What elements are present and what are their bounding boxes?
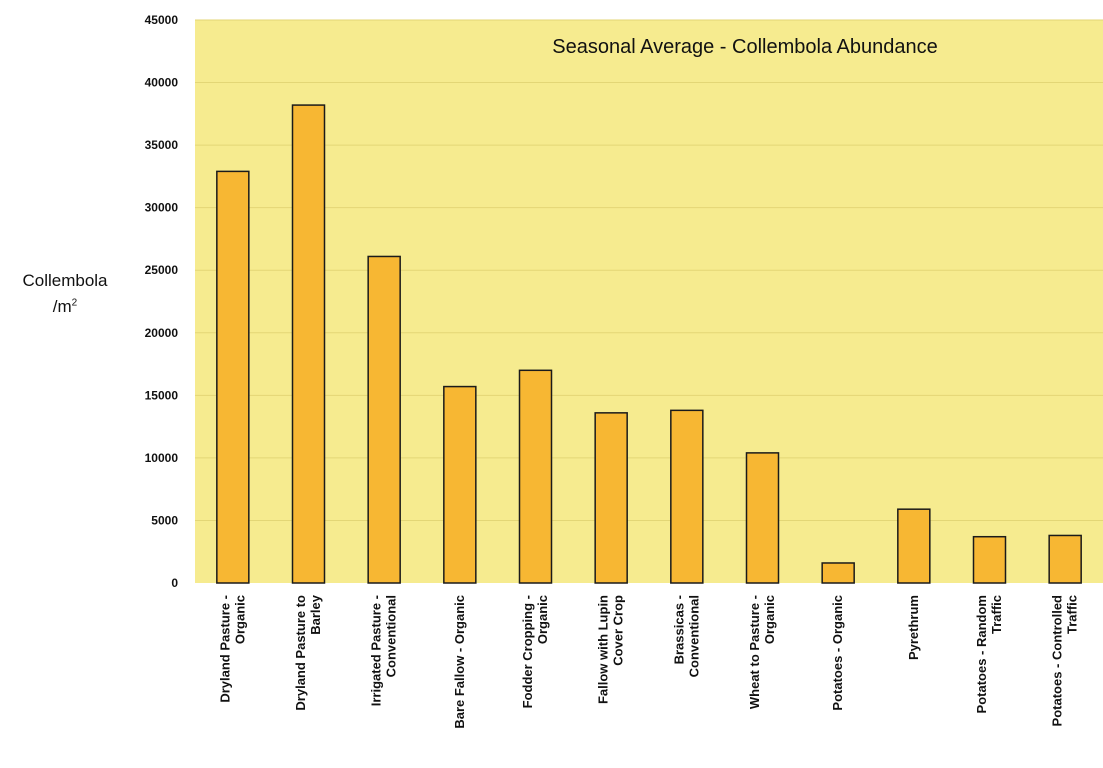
x-tick-label-line: Organic [762, 595, 777, 644]
x-tick-label: Dryland Pasture - Organic [217, 595, 247, 703]
x-tick-label: Potatoes - Organic [830, 595, 845, 711]
y-tick-label: 0 [171, 576, 178, 590]
bar [291, 104, 326, 584]
x-tick-label-line: Potatoes - Organic [830, 595, 845, 711]
x-tick-label-line: Conventional [686, 595, 701, 677]
x-tick-label: Pyrethrum [906, 595, 921, 660]
y-tick-label: 5000 [151, 513, 178, 527]
x-tick-label-line: Pyrethrum [906, 595, 921, 660]
x-tick-label: Irrigated Pasture - Conventional [369, 595, 399, 706]
x-tick-label-line: Potatoes - Random [974, 595, 989, 713]
x-tick-label: Potatoes - Random Traffic [974, 595, 1004, 713]
bar [972, 535, 1007, 584]
x-tick-label: Fallow with Lupin Cover Crop [596, 595, 626, 704]
bar [216, 170, 250, 584]
bar [897, 508, 931, 584]
y-tick-label: 40000 [145, 76, 179, 90]
x-tick-label-line: Conventional [384, 595, 399, 677]
y-axis-title: Collembola /m2 [10, 268, 120, 320]
x-tick-label-line: Traffic [1065, 595, 1080, 634]
bar [821, 562, 855, 584]
x-tick-label-line: Organic [232, 595, 247, 644]
y-tick-label: 15000 [145, 388, 179, 402]
x-tick-label-line: Fallow with Lupin [596, 595, 611, 704]
y-tick-label: 20000 [145, 326, 179, 340]
bar [518, 369, 553, 584]
y-axis-label: Collembola [22, 271, 108, 290]
bar [443, 385, 477, 584]
x-tick-label-line: Brassicas - [671, 595, 686, 664]
bar [1048, 534, 1082, 584]
x-tick-label-line: Potatoes - Controlled [1050, 595, 1065, 727]
x-tick-label-line: Barley [308, 594, 323, 635]
x-tick-label: Brassicas - Conventional [671, 595, 701, 677]
x-tick-label: Fodder Cropping - Organic [520, 595, 550, 708]
y-tick-label: 45000 [145, 13, 179, 27]
bar [670, 409, 704, 584]
x-tick-label: Dryland Pasture to Barley [293, 594, 323, 710]
gridlines [195, 19, 1103, 521]
y-axis-unit-exponent: 2 [71, 297, 78, 309]
x-tick-label-line: Dryland Pasture to [293, 595, 308, 711]
x-tick-label: Potatoes - Controlled Traffic [1050, 595, 1080, 727]
x-tick-label-line: Irrigated Pasture - [369, 595, 384, 706]
bar [745, 452, 780, 584]
x-tick-label-line: Fodder Cropping - [520, 595, 535, 708]
y-axis-unit-base: /m [52, 297, 72, 316]
y-tick-label: 35000 [145, 138, 179, 152]
bars [216, 104, 1082, 584]
x-axis-ticks: Dryland Pasture - Organic Dryland Pasture … [217, 594, 1079, 728]
x-tick-label-line: Dryland Pasture - [217, 595, 232, 703]
bar [367, 255, 401, 584]
y-axis-ticks: 0 5000 10000 15000 20000 25000 30000 35000 40000… [145, 13, 179, 590]
y-tick-label: 30000 [145, 201, 179, 215]
chart-title: Seasonal Average - Collembola Abundance [552, 36, 937, 58]
x-tick-label-line: Organic [535, 595, 550, 644]
x-tick-label-line: Traffic [989, 595, 1004, 634]
y-tick-label: 10000 [145, 451, 179, 465]
x-tick-label: Bare Fallow - Organic [452, 595, 467, 729]
x-tick-label-line: Cover Crop [611, 595, 626, 666]
y-axis-unit: /m2 [10, 294, 120, 320]
x-tick-label: Wheat to Pasture - Organic [747, 595, 777, 709]
x-tick-label-line: Bare Fallow - Organic [452, 595, 467, 729]
bar [594, 412, 628, 584]
x-tick-label-line: Wheat to Pasture - [747, 595, 762, 709]
y-tick-label: 25000 [145, 263, 179, 277]
plot-area [195, 20, 1103, 583]
